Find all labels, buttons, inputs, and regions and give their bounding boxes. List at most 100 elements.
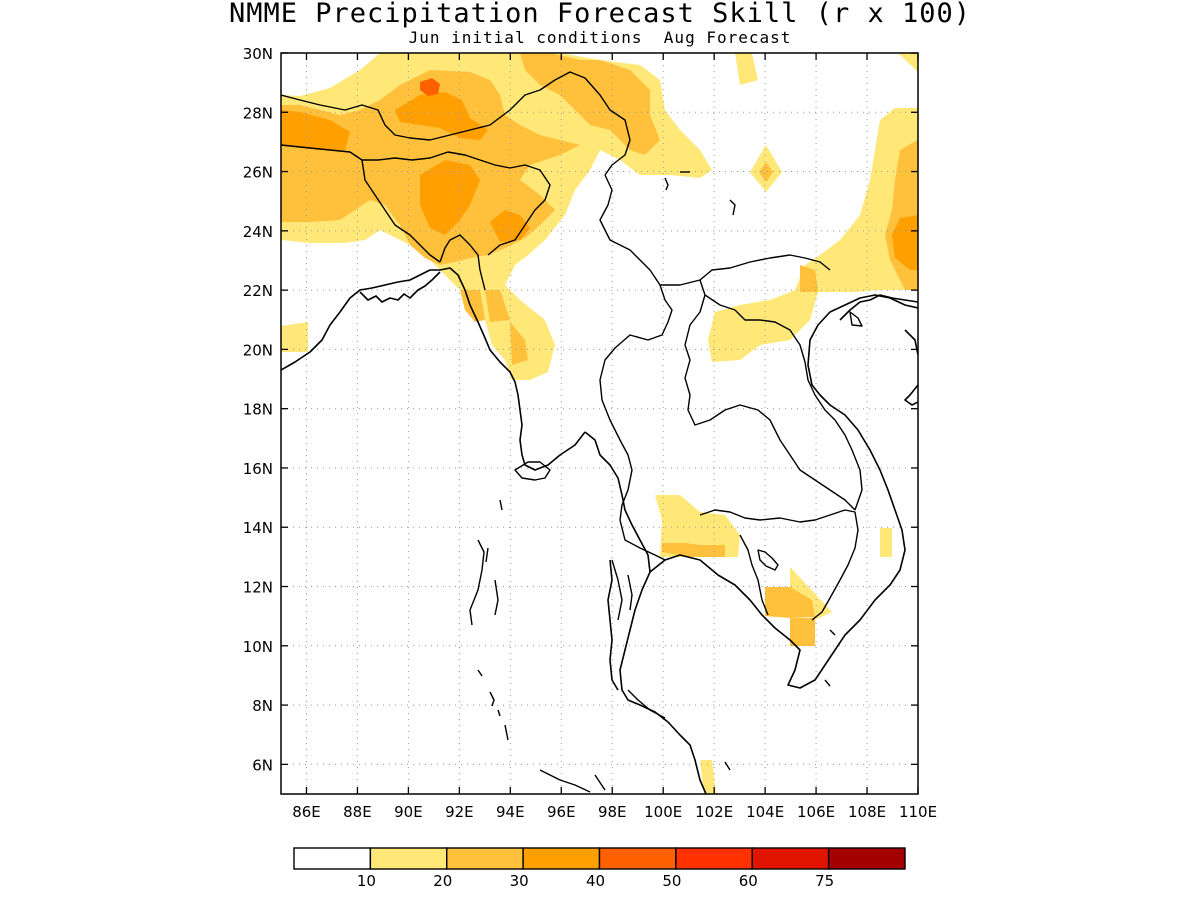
- colorbar-label: 20: [433, 872, 452, 890]
- colorbar-label: 40: [586, 872, 605, 890]
- lon-tick-label: 86E: [292, 803, 321, 821]
- shade-region: [395, 92, 488, 140]
- colorbar-swatch: [675, 847, 753, 870]
- lon-tick-label: 92E: [445, 803, 474, 821]
- map-frame: [280, 52, 919, 795]
- lon-tick-label: 102E: [695, 803, 733, 821]
- lat-tick-label: 16N: [243, 460, 273, 478]
- chart-title: NMME Precipitation Forecast Skill (r x 1…: [229, 0, 971, 29]
- map-grid: [281, 52, 919, 794]
- colorbar-label: 60: [739, 872, 758, 890]
- border-line: [439, 234, 486, 291]
- shade-region: [708, 108, 918, 362]
- lat-tick-label: 14N: [243, 519, 273, 537]
- coastline: [904, 384, 918, 406]
- shade-region: [759, 162, 773, 182]
- shade-region: [662, 543, 725, 557]
- colorbar-label: 75: [815, 872, 834, 890]
- shade-region: [490, 210, 530, 242]
- island: [477, 669, 483, 677]
- island: [849, 311, 863, 327]
- border-line: [739, 534, 769, 616]
- colorbar-swatch: [598, 847, 677, 870]
- lon-tick-label: 104E: [746, 803, 784, 821]
- island: [469, 539, 485, 626]
- coastline: [839, 294, 918, 321]
- colorbar-swatch: [827, 847, 906, 870]
- coastlines: [281, 267, 918, 794]
- coastline: [649, 294, 918, 689]
- lat-tick-label: 26N: [243, 164, 273, 182]
- border-line: [619, 519, 666, 561]
- island: [497, 709, 501, 717]
- lon-tick-label: 90E: [394, 803, 423, 821]
- map-axes: 86E 88E 90E 92E 94E 96E 98E 100E 102E 104E 106E 108…: [243, 45, 937, 821]
- lon-tick-label: 106E: [797, 803, 835, 821]
- lat-tick-label: 10N: [243, 638, 273, 656]
- border-line: [281, 71, 631, 176]
- lon-tick-label: 94E: [496, 803, 525, 821]
- colorbar: 10 20 30 40 50 60 75: [293, 847, 906, 890]
- lat-tick-label: 28N: [243, 104, 273, 122]
- shade-region: [520, 53, 660, 155]
- border-line: [281, 144, 511, 169]
- shade-region: [765, 587, 815, 618]
- island: [724, 761, 731, 771]
- lat-tick-label: 8N: [252, 697, 273, 715]
- border-line: [664, 177, 669, 191]
- shade-region: [281, 110, 350, 150]
- lat-tick-label: 24N: [243, 223, 273, 241]
- island: [499, 499, 503, 511]
- shade-region: [735, 53, 758, 85]
- island: [514, 461, 551, 481]
- border-line: [599, 284, 673, 521]
- shade-region: [790, 618, 815, 646]
- lon-tick-label: 88E: [343, 803, 372, 821]
- shade-region: [892, 215, 918, 270]
- lat-tick-label: 30N: [243, 45, 273, 63]
- shade-region: [420, 160, 480, 235]
- colorbar-swatch: [446, 847, 524, 870]
- island: [489, 691, 495, 707]
- colorbar-label: 50: [662, 872, 681, 890]
- island: [539, 769, 591, 793]
- border-line: [729, 199, 736, 216]
- island: [504, 724, 509, 741]
- lat-tick-label: 22N: [243, 282, 273, 300]
- lake: [757, 549, 779, 571]
- island: [829, 629, 836, 636]
- island: [594, 774, 606, 791]
- lon-tick-label: 98E: [598, 803, 627, 821]
- border-line: [361, 159, 441, 263]
- border-line: [699, 509, 859, 621]
- colorbar-label: 10: [357, 872, 376, 890]
- border-line: [704, 294, 863, 511]
- coastline: [359, 271, 441, 303]
- island: [485, 547, 489, 563]
- shade-region: [485, 290, 510, 322]
- shade-region: [800, 265, 818, 292]
- island: [824, 679, 831, 687]
- shade-region: [460, 290, 485, 322]
- skill-shading: [281, 53, 918, 794]
- border-line: [599, 174, 831, 286]
- island: [494, 579, 499, 616]
- island: [627, 574, 633, 611]
- lat-tick-label: 20N: [243, 341, 273, 359]
- lon-tick-label: 100E: [644, 803, 682, 821]
- shade-region: [898, 53, 918, 72]
- colorbar-swatch: [293, 847, 372, 870]
- coastline: [904, 329, 918, 356]
- chart-subtitle: Jun initial conditions Aug Forecast: [408, 28, 792, 47]
- shade-region: [700, 760, 716, 794]
- colorbar-swatch: [751, 847, 830, 870]
- lat-tick-label: 6N: [252, 756, 273, 774]
- shade-region: [655, 495, 740, 557]
- colorbar-label: 30: [510, 872, 529, 890]
- border-line: [684, 279, 856, 511]
- island: [611, 559, 623, 621]
- political-borders: [281, 71, 863, 793]
- shade-region: [281, 322, 308, 352]
- lon-tick-label: 96E: [547, 803, 576, 821]
- coastline: [607, 559, 619, 691]
